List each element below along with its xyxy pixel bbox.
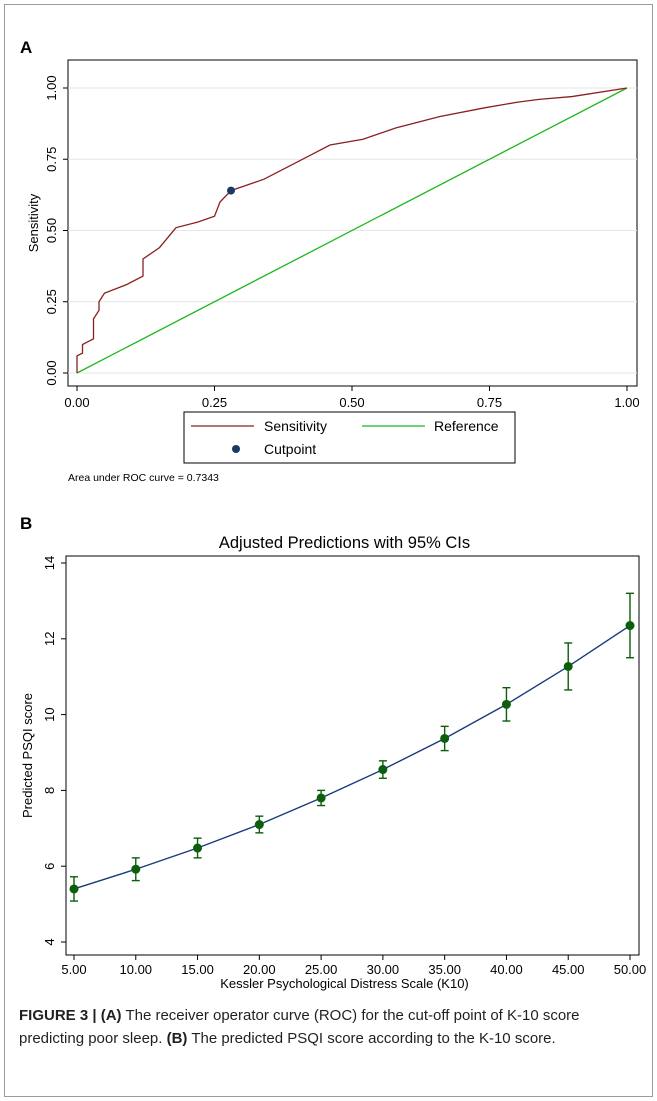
prediction-point xyxy=(501,699,511,709)
legend-sensitivity-label: Sensitivity xyxy=(264,418,327,434)
prediction-point xyxy=(378,765,388,775)
y-tick-label: 10 xyxy=(42,707,57,721)
legend-reference-label: Reference xyxy=(434,418,499,434)
prediction-point xyxy=(254,820,264,830)
x-tick-label: 40.00 xyxy=(490,962,523,977)
legend-cutpoint-swatch xyxy=(232,445,240,453)
sensitivity-line xyxy=(76,87,628,373)
x-tick-label: 15.00 xyxy=(181,962,214,977)
caption-a-marker: (A) xyxy=(100,1007,122,1024)
x-tick-label: 0.50 xyxy=(339,395,364,410)
y-tick-label: 6 xyxy=(42,863,57,870)
x-axis-label: Kessler Psychological Distress Scale (K1… xyxy=(220,976,469,991)
plot-area xyxy=(67,59,638,387)
prediction-line xyxy=(73,624,631,890)
prediction-chart: Adjusted Predictions with 95% CIs 4 6 8 10 12… xyxy=(20,534,647,991)
legend-cutpoint-label: Cutpoint xyxy=(264,441,316,457)
x-tick-label: 35.00 xyxy=(428,962,461,977)
roc-chart: 0.00 0.25 0.50 0.75 1.00 0.00 0.25 0.50 0.75 1.00… xyxy=(26,59,640,464)
x-tick-label: 20.00 xyxy=(243,962,276,977)
chart-title: Adjusted Predictions with 95% CIs xyxy=(219,534,470,552)
figure-frame xyxy=(4,4,653,1097)
x-tick-label: 30.00 xyxy=(367,962,400,977)
auc-annotation: Area under ROC curve = 0.7343 xyxy=(68,472,219,484)
x-tick-label: 0.25 xyxy=(202,395,227,410)
x-tick-label: 10.00 xyxy=(120,962,153,977)
caption-label: FIGURE 3 | xyxy=(19,1007,101,1024)
x-tick-label: 25.00 xyxy=(305,962,338,977)
caption-b-marker: (B) xyxy=(166,1030,188,1047)
x-tick-label: 0.00 xyxy=(64,395,89,410)
y-tick-label: 4 xyxy=(42,938,57,945)
y-tick-label: 0.00 xyxy=(44,360,59,385)
y-axis-label: Predicted PSQI score xyxy=(20,693,35,818)
caption-b-text: The predicted PSQI score according to th… xyxy=(187,1030,556,1047)
x-tick-label: 5.00 xyxy=(61,962,86,977)
figure-caption: FIGURE 3 | (A) The receiver operator cur… xyxy=(19,1004,639,1050)
x-tick-label: 0.75 xyxy=(477,395,502,410)
prediction-point xyxy=(69,884,79,894)
prediction-point xyxy=(193,843,203,853)
cutpoint-marker xyxy=(227,186,235,195)
y-tick-label: 8 xyxy=(42,787,57,794)
panel-b-letter: B xyxy=(20,514,33,533)
caption-a-text: The receiver operator curve (ROC) for th… xyxy=(19,1007,580,1047)
x-tick-label: 1.00 xyxy=(614,395,639,410)
panel-a-letter: A xyxy=(20,38,33,57)
y-tick-label: 14 xyxy=(42,556,57,570)
y-tick-label: 1.00 xyxy=(44,75,59,100)
y-tick-label: 0.25 xyxy=(44,289,59,314)
prediction-point xyxy=(316,793,326,803)
legend-box xyxy=(183,411,516,464)
y-tick-label: 12 xyxy=(42,632,57,646)
prediction-point xyxy=(625,621,635,631)
y-tick-label: 0.75 xyxy=(44,147,59,172)
prediction-point xyxy=(440,733,450,743)
prediction-point xyxy=(563,661,573,671)
y-tick-label: 0.50 xyxy=(44,218,59,243)
plot-area xyxy=(65,555,640,956)
reference-line xyxy=(76,87,628,374)
x-tick-label: 45.00 xyxy=(552,962,585,977)
y-axis-label: Sensitivity xyxy=(26,193,41,252)
x-tick-label: 50.00 xyxy=(614,962,647,977)
prediction-point xyxy=(131,864,141,874)
